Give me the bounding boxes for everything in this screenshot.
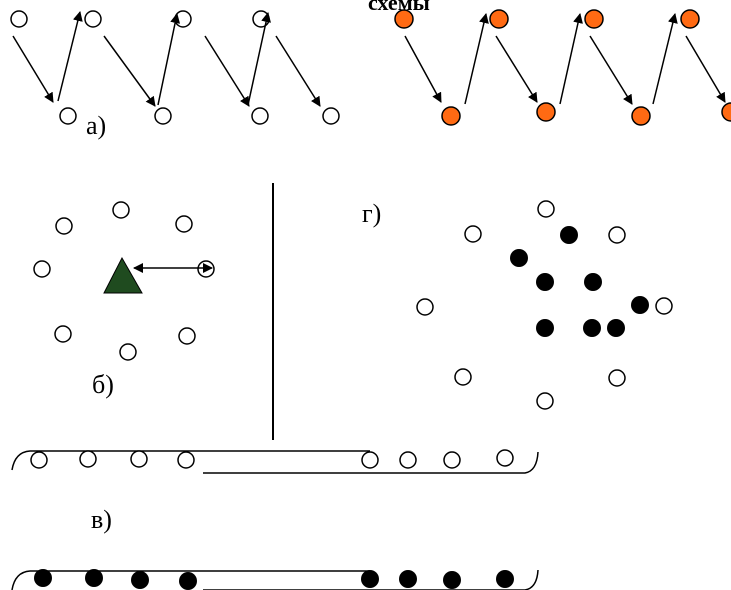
diagram-a-zigzag-orange bbox=[394, 9, 731, 126]
black-circle bbox=[443, 571, 461, 589]
circle bbox=[608, 226, 626, 244]
black-circle bbox=[131, 571, 149, 589]
orange-circle bbox=[536, 102, 556, 122]
orange-circle bbox=[680, 9, 700, 29]
circle bbox=[496, 449, 514, 467]
circle bbox=[454, 368, 472, 386]
arrow bbox=[157, 13, 181, 106]
circle bbox=[84, 10, 102, 28]
diagram-v-lines-black bbox=[11, 569, 539, 590]
circle bbox=[197, 260, 215, 278]
circle bbox=[154, 107, 172, 125]
circle bbox=[399, 451, 417, 469]
circle bbox=[464, 225, 482, 243]
arrow bbox=[404, 35, 442, 103]
black-circle bbox=[536, 273, 554, 291]
black-circle bbox=[85, 569, 103, 587]
circle bbox=[54, 325, 72, 343]
diagram-v-lines-white bbox=[11, 449, 539, 474]
label-a: а) bbox=[86, 111, 106, 140]
label-b: б) bbox=[92, 370, 114, 399]
label-v: в) bbox=[91, 505, 112, 534]
black-circle bbox=[34, 569, 52, 587]
circle bbox=[174, 10, 192, 28]
diagram-a-zigzag-white bbox=[10, 10, 340, 125]
black-circle bbox=[584, 273, 602, 291]
black-circle bbox=[399, 570, 417, 588]
orange-circle bbox=[489, 9, 509, 29]
bracket-left bbox=[11, 570, 370, 590]
circle bbox=[322, 107, 340, 125]
label-g: г) bbox=[362, 199, 381, 228]
black-circle bbox=[361, 570, 379, 588]
circle bbox=[119, 343, 137, 361]
triangle-icon bbox=[103, 256, 143, 294]
arrow bbox=[589, 35, 633, 105]
arrow bbox=[685, 35, 726, 103]
black-circle bbox=[631, 296, 649, 314]
circle bbox=[59, 107, 77, 125]
black-circle bbox=[607, 319, 625, 337]
circle bbox=[112, 201, 130, 219]
circle bbox=[130, 450, 148, 468]
black-circle bbox=[560, 226, 578, 244]
arrow bbox=[57, 11, 83, 102]
black-circle bbox=[583, 319, 601, 337]
arrow bbox=[275, 35, 321, 107]
circle bbox=[10, 10, 28, 28]
arrow bbox=[12, 35, 54, 103]
arrow bbox=[103, 35, 156, 107]
circle bbox=[177, 451, 195, 469]
black-circle bbox=[179, 572, 197, 590]
arrow bbox=[464, 13, 489, 105]
arrow bbox=[495, 35, 538, 103]
circle bbox=[30, 451, 48, 469]
orange-circle bbox=[584, 9, 604, 29]
header-partial-text: схемы bbox=[368, 0, 430, 15]
black-circle bbox=[496, 570, 514, 588]
arrow bbox=[204, 35, 250, 107]
circle bbox=[536, 392, 554, 410]
orange-circle bbox=[394, 9, 414, 29]
orange-circle bbox=[721, 102, 731, 122]
black-circle bbox=[510, 249, 528, 267]
orange-circle bbox=[441, 106, 461, 126]
bracket-left bbox=[11, 450, 370, 471]
circle bbox=[608, 369, 626, 387]
orange-circle bbox=[631, 106, 651, 126]
circle bbox=[175, 215, 193, 233]
circle bbox=[443, 451, 461, 469]
circle bbox=[537, 200, 555, 218]
arrow bbox=[652, 13, 678, 105]
bracket-right bbox=[203, 451, 539, 474]
diagram-g-formation bbox=[416, 200, 673, 410]
circle bbox=[178, 327, 196, 345]
circle bbox=[251, 107, 269, 125]
diagram-b-circle-formation bbox=[33, 201, 215, 361]
circle bbox=[33, 260, 51, 278]
arrow bbox=[559, 13, 583, 105]
black-circle bbox=[536, 319, 554, 337]
circle bbox=[55, 217, 73, 235]
circle bbox=[361, 451, 379, 469]
circle bbox=[79, 450, 97, 468]
arrow bbox=[247, 12, 271, 106]
circle bbox=[655, 297, 673, 315]
circle bbox=[416, 298, 434, 316]
